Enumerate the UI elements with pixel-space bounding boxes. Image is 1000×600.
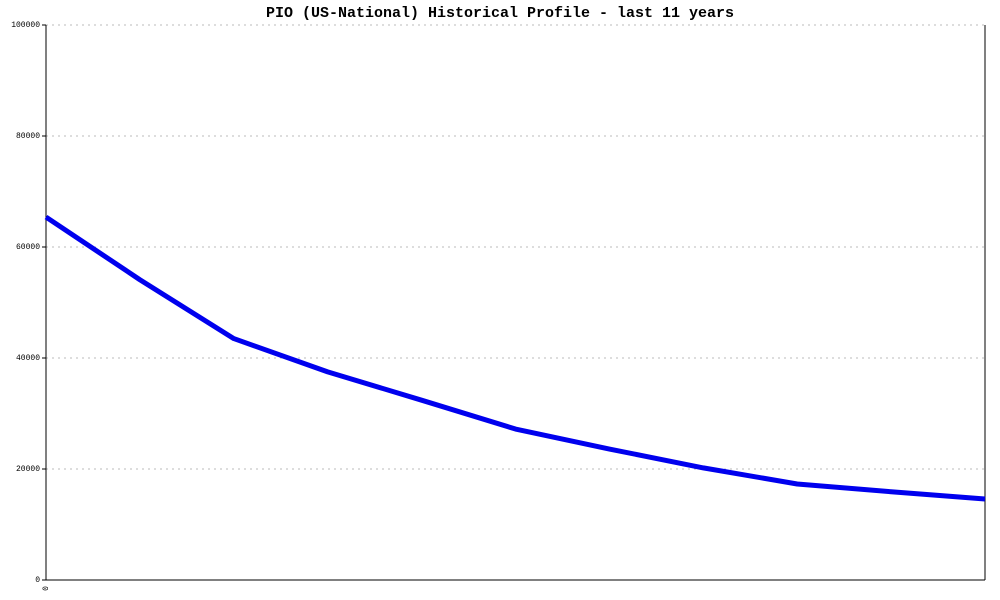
data-line <box>44 214 986 502</box>
y-tick-label: 40000 <box>16 354 40 363</box>
y-tick-label: 80000 <box>16 132 40 141</box>
chart-title: PIO (US-National) Historical Profile - l… <box>266 5 734 22</box>
y-tick-label: 0 <box>35 576 40 585</box>
y-tick-label: 20000 <box>16 465 40 474</box>
x-tick-label: 0 <box>42 586 51 591</box>
y-tick-label: 100000 <box>11 21 40 30</box>
y-tick-label: 60000 <box>16 243 40 252</box>
